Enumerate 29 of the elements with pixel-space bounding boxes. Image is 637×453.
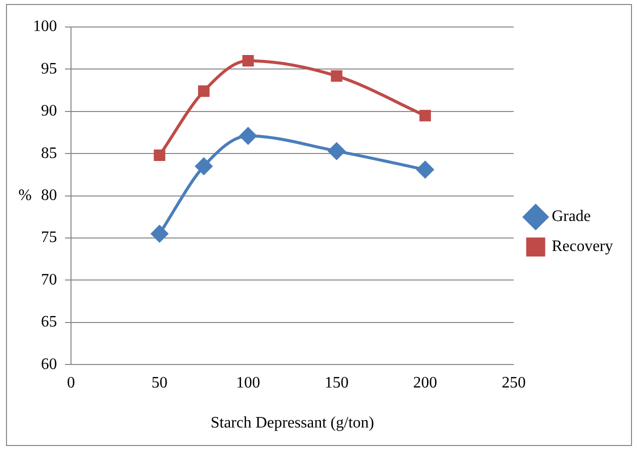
- y-tick-label: 90: [41, 102, 57, 120]
- y-axis-title: %: [18, 187, 32, 204]
- x-tick-label: 150: [324, 374, 349, 392]
- y-tick-label: 95: [41, 60, 57, 78]
- point: [198, 85, 210, 97]
- point: [330, 70, 342, 82]
- y-tick-label: 80: [41, 187, 57, 204]
- x-tick-label: 0: [67, 374, 75, 392]
- x-tick-label: 200: [413, 374, 438, 392]
- y-tick-label: 70: [41, 271, 57, 288]
- y-tick-label: 75: [41, 229, 57, 246]
- y-tick-label: 60: [41, 356, 57, 373]
- y-tick-label: 65: [41, 314, 57, 331]
- point: [195, 158, 212, 175]
- x-tick-label: 250: [502, 374, 526, 392]
- point: [419, 110, 431, 122]
- y-tick-label: 100: [33, 18, 57, 36]
- y-tick-label: 85: [41, 144, 57, 162]
- point: [240, 127, 257, 144]
- point: [328, 142, 346, 160]
- legend-label: Grade: [552, 208, 591, 226]
- x-tick-label: 50: [152, 374, 168, 392]
- point: [416, 161, 434, 178]
- point: [242, 55, 254, 67]
- x-axis-title: Starch Depressant (g/ton): [210, 414, 374, 432]
- point: [154, 150, 166, 162]
- x-tick-label: 100: [236, 374, 260, 392]
- legend-label: Recovery: [552, 238, 614, 256]
- point: [151, 225, 168, 242]
